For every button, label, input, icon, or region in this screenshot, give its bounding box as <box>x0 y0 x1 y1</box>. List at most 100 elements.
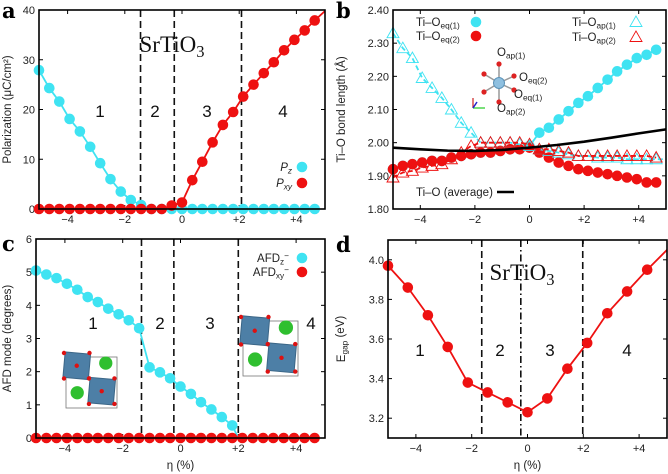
data-point <box>621 59 633 71</box>
inset-label: Oeq(2) <box>519 72 547 85</box>
data-point <box>197 156 208 168</box>
oxygen-atom <box>293 369 298 374</box>
data-point <box>195 396 207 408</box>
data-point <box>639 152 654 165</box>
data-point <box>600 150 615 163</box>
data-point <box>416 157 428 168</box>
data-point <box>405 163 420 176</box>
data-point <box>630 149 644 161</box>
region-label: 1 <box>95 102 104 121</box>
data-point <box>542 142 556 155</box>
data-point <box>54 96 65 107</box>
y-tick-label: 1.80 <box>368 204 389 216</box>
data-point <box>216 411 228 423</box>
panel-d: d −4 −2 0 +2 +4 3.2 3.4 3.6 3.8 4.0 Egap (eV) η (%) 1… <box>335 232 668 472</box>
data-point <box>464 125 478 138</box>
y-axis-label: AFD mode (degrees) <box>2 285 14 393</box>
x-tick-label: −4 <box>414 214 427 226</box>
y-tick-label: 3.2 <box>369 413 384 425</box>
svg-text:Ti–O bond length (Å): Ti–O bond length (Å) <box>335 56 348 162</box>
data-point <box>573 163 584 175</box>
data-point <box>125 194 137 206</box>
data-point <box>94 157 106 169</box>
data-point <box>522 406 533 418</box>
data-point <box>543 152 555 163</box>
data-point <box>641 177 652 188</box>
legend-marker <box>296 161 308 173</box>
series-0 <box>30 265 240 439</box>
data-point <box>61 278 73 290</box>
data-point <box>620 152 634 165</box>
x-tick-label: +2 <box>578 214 591 226</box>
panel-a: a −4 −2 0 +2 +4 0 10 20 30 40 Polarization (μC/cm²)… <box>2 0 326 226</box>
data-point <box>621 172 633 183</box>
legend-label: Ti–Oap(1) <box>572 17 616 30</box>
data-point <box>649 150 663 163</box>
data-point <box>483 135 498 148</box>
data-point <box>542 393 553 404</box>
data-point <box>641 49 652 61</box>
data-point <box>581 149 595 161</box>
data-point <box>176 197 188 208</box>
data-point <box>503 135 517 148</box>
region-label: 3 <box>205 314 214 333</box>
data-point <box>217 119 229 131</box>
data-point <box>473 135 488 148</box>
y-tick-label: 0 <box>29 204 35 216</box>
y-tick-label: 4.0 <box>369 255 384 267</box>
data-point <box>563 160 574 172</box>
data-point <box>309 15 321 26</box>
data-point <box>43 82 55 94</box>
y-tick-label: 30 <box>23 55 35 67</box>
x-tick-label: 0 <box>524 443 530 455</box>
region-label: 2 <box>495 341 504 360</box>
data-point <box>649 152 663 165</box>
crystal-inset-region-1 <box>61 350 118 409</box>
data-point <box>563 105 574 117</box>
data-point <box>444 102 459 115</box>
svg-text:Polarization (μC/cm²): Polarization (μC/cm²) <box>2 55 14 163</box>
x-tick-label: 0 <box>177 443 183 455</box>
data-point <box>534 127 545 139</box>
data-point <box>592 82 604 94</box>
data-point <box>611 66 623 77</box>
series-4 <box>392 128 667 153</box>
legend-label: Ti–Oeq(1) <box>416 17 460 30</box>
panel-letter: a <box>2 0 16 23</box>
crystal-inset-region-4 <box>238 314 299 377</box>
data-point <box>532 142 547 155</box>
inset-label: Oap(2) <box>497 103 525 116</box>
data-point <box>402 282 414 293</box>
oxygen-atom <box>87 350 92 356</box>
x-tick-label: −4 <box>59 443 72 455</box>
legend: AFDz−AFDxy− <box>253 251 308 280</box>
data-point <box>590 149 605 161</box>
oxygen-atom <box>496 61 502 67</box>
plot-frame <box>35 238 326 439</box>
data-point <box>74 126 86 137</box>
data-point <box>475 147 486 158</box>
data-point <box>115 186 127 197</box>
strontium-atom <box>99 356 113 370</box>
data-point <box>123 314 135 326</box>
data-point <box>175 381 186 392</box>
data-point <box>455 150 467 162</box>
y-tick-label: 2.00 <box>368 138 389 150</box>
legend-label: Pxy <box>276 178 293 191</box>
oxygen-atom <box>265 369 270 374</box>
series-0 <box>382 249 668 418</box>
y-axis-label: Ti–O bond length (Å) <box>335 56 348 162</box>
data-point <box>571 149 586 161</box>
data-point <box>426 155 438 167</box>
data-point <box>551 144 566 156</box>
x-tick-label: −4 <box>410 443 423 455</box>
data-point <box>248 79 259 90</box>
data-point <box>72 284 83 296</box>
legend-label: Ti–Oeq(2) <box>416 31 460 44</box>
data-point <box>444 152 459 165</box>
y-tick-label: 3.8 <box>369 294 384 306</box>
y-tick-label: 1 <box>26 400 32 412</box>
y-tick-label: 0 <box>26 433 32 445</box>
y-tick-label: 4 <box>26 300 32 312</box>
data-point <box>186 174 198 186</box>
